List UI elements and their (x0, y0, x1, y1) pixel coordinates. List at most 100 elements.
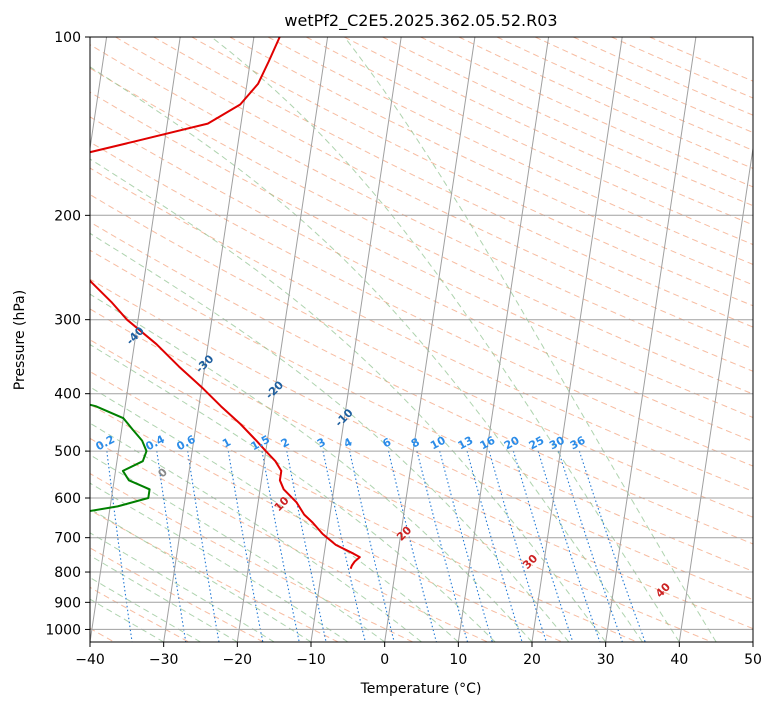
temperature-line (90, 37, 361, 570)
mixing-ratio-label: 16 (478, 434, 498, 453)
isotherm (384, 37, 476, 642)
y-tick-label: 1000 (45, 622, 81, 638)
moist-adiabat (90, 232, 570, 642)
dry-adiabat (382, 37, 753, 207)
mixing-ratio-line (439, 450, 493, 642)
chart-title: wetPf2_C2E5.2025.362.05.52.R03 (284, 11, 557, 31)
y-tick-label: 200 (54, 208, 81, 224)
isotherm-label: -60 (0, 225, 15, 248)
x-tick-label: 20 (523, 652, 541, 668)
moist-adiabat (90, 343, 496, 642)
y-tick-label: 300 (54, 313, 81, 329)
x-tick-label: 50 (744, 652, 762, 668)
mixing-ratio-line (156, 451, 187, 642)
x-tick-label: −30 (149, 652, 179, 668)
mixing-ratio-line (261, 450, 300, 642)
x-tick-label: 0 (380, 652, 389, 668)
mixing-ratio-label: 13 (456, 434, 476, 453)
dry-adiabat (90, 221, 753, 545)
moist-adiabat (211, 37, 680, 642)
moist-adiabat (90, 454, 385, 642)
x-tick-label: 30 (597, 652, 615, 668)
moist-adiabat (90, 555, 238, 642)
dry-adiabat (90, 308, 753, 630)
moist-adiabats (90, 37, 717, 642)
x-tick-label: −20 (223, 652, 253, 668)
moist-adiabat (90, 293, 533, 642)
isotherm (678, 144, 753, 642)
dry-adiabat (90, 278, 753, 601)
moist-adiabat (90, 598, 164, 642)
mixing-ratio-line (322, 450, 366, 642)
dry-adiabat (458, 37, 753, 170)
x-tick-label: 10 (449, 652, 467, 668)
isotherm (605, 37, 697, 642)
mixing-ratio-lines (106, 450, 646, 642)
y-tick-label: 800 (54, 565, 81, 581)
y-tick-label: 700 (54, 531, 81, 547)
moist-adiabat (90, 66, 643, 642)
moist-adiabat (90, 158, 607, 642)
mixing-ratio-line (537, 450, 601, 642)
moist-adiabat (90, 532, 275, 642)
isotherm (531, 37, 623, 642)
mixing-ratio-line (286, 450, 327, 642)
plot-frame (89, 36, 754, 643)
dry-adiabat (90, 116, 753, 442)
dry-adiabat (90, 371, 638, 642)
pressure-gridlines (90, 37, 753, 630)
isotherm (163, 37, 255, 642)
moist-adiabat (90, 576, 201, 642)
isotherm-label: -50 (58, 273, 81, 296)
mixing-ratio-line (227, 451, 264, 642)
dry-adiabat (344, 37, 753, 226)
moist-adiabat (90, 422, 422, 642)
y-tick-label: 500 (54, 444, 81, 460)
x-axis-ticks: −40 −30 −20 −10 0 10 20 30 40 50 (75, 642, 762, 668)
plot-area: 0.10.20.40.611.52346810131620253036-100-… (0, 37, 753, 642)
mixing-ratio-line (187, 451, 220, 642)
moist-adiabat (90, 386, 459, 642)
isotherm (90, 37, 181, 642)
mixing-ratio-line (578, 450, 646, 642)
data-series (90, 37, 361, 570)
isotherm (236, 37, 329, 642)
dry-adiabat (90, 437, 488, 642)
mixing-ratio-label: 25 (527, 434, 547, 453)
x-tick-label: −40 (75, 652, 105, 668)
mixing-ratio-line (558, 450, 623, 642)
x-tick-label: −10 (296, 652, 326, 668)
moist-adiabat (344, 37, 717, 642)
mixing-ratio-label: 20 (502, 434, 522, 453)
dry-adiabat (90, 249, 753, 572)
dry-adiabat (90, 473, 414, 642)
dry-adiabat (267, 37, 753, 265)
dry-adiabat (90, 44, 753, 372)
mixing-ratio-line (387, 450, 437, 642)
y-tick-label: 900 (54, 595, 81, 611)
isotherms (90, 37, 753, 642)
mixing-ratio-line (416, 450, 469, 642)
y-tick-label: 600 (54, 491, 81, 507)
mixing-ratio-label: 10 (428, 434, 448, 453)
y-tick-label: 100 (54, 30, 81, 46)
dry-adiabat (153, 37, 753, 328)
x-axis-label: Temperature (°C) (360, 681, 482, 697)
dry-adiabat (191, 37, 753, 307)
plot-background (90, 37, 753, 642)
y-axis-label: Pressure (hPa) (12, 290, 28, 390)
mixing-ratio-label: 36 (568, 434, 588, 453)
mixing-ratio-line (466, 450, 523, 642)
mixing-ratio-line (512, 450, 574, 642)
mixing-ratio-line (349, 450, 395, 642)
mixing-ratio-line (106, 451, 133, 642)
moist-adiabat (90, 482, 349, 642)
isotherm (752, 638, 753, 642)
dry-adiabat (90, 91, 753, 419)
dry-adiabat (90, 167, 753, 492)
y-axis-ticks: 100 200 300 400 500 600 700 800 900 1000 (45, 30, 90, 638)
isotherm (90, 37, 108, 152)
isotherm (457, 37, 550, 642)
y-tick-label: 400 (54, 387, 81, 403)
